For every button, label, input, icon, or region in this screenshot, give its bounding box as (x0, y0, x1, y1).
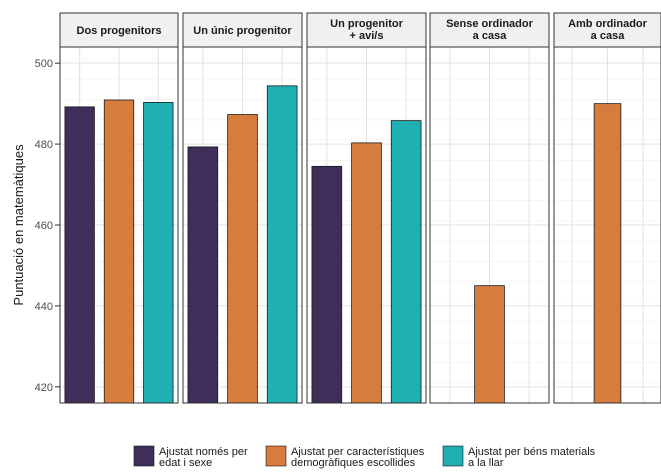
legend-key (265, 445, 287, 467)
bar (64, 106, 95, 404)
facet-strip (553, 12, 661, 48)
y-tick-label: 500 (35, 58, 53, 70)
facet-title: Amb ordinador (568, 18, 648, 30)
facet-title: a casa (591, 30, 626, 42)
legend-label: Ajustat només per (159, 446, 248, 458)
legend-label: demogràfiques escollides (291, 457, 416, 469)
facet-title: Un únic progenitor (193, 25, 292, 37)
facet-strip (182, 12, 303, 48)
legend-label: Ajustat per característiques (291, 446, 425, 458)
bar (187, 146, 219, 404)
legend-label: a la llar (468, 457, 504, 469)
y-axis-label: Puntuació en matemàtiques (11, 144, 26, 306)
facet-title: Sense ordinador (446, 18, 534, 30)
bar (143, 102, 174, 404)
facet-title: a casa (473, 30, 508, 42)
facet-strip (59, 12, 179, 48)
bar (390, 120, 422, 404)
legend-key (133, 445, 155, 467)
legend-key (442, 445, 464, 467)
facet-strip (429, 12, 550, 48)
y-tick-label: 440 (35, 301, 53, 313)
y-tick-label: 480 (35, 139, 53, 151)
bar (593, 103, 622, 404)
bar (266, 85, 298, 404)
y-tick-label: 420 (35, 382, 53, 394)
bar (351, 142, 382, 404)
facet-strip (306, 12, 427, 48)
y-tick-label: 460 (35, 220, 53, 232)
facet-title: Un progenitor (330, 18, 403, 30)
facet-title: + avi/s (350, 30, 384, 42)
legend-label: Ajustat per béns materials (468, 446, 596, 458)
bar (103, 99, 135, 404)
legend-label: edat i sexe (159, 457, 212, 469)
bar (227, 114, 258, 404)
bar (474, 285, 505, 404)
facet-title: Dos progenitors (77, 25, 162, 37)
bar (311, 165, 343, 404)
